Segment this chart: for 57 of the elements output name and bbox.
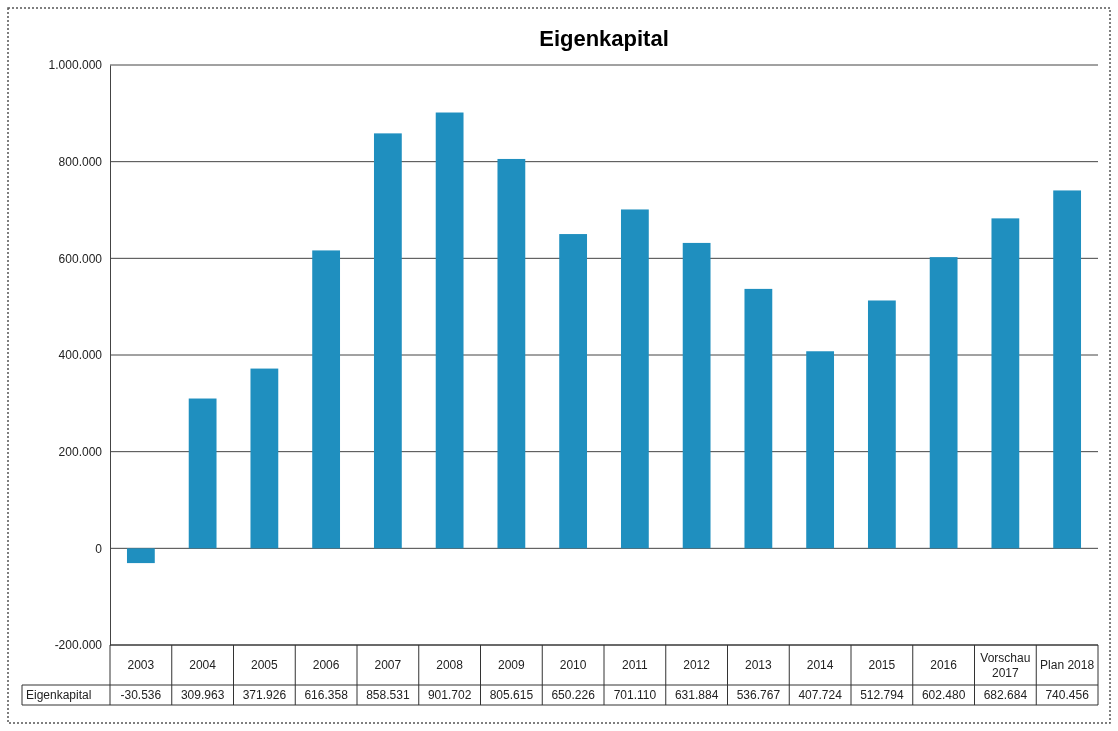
y-tick-label: 800.000	[58, 155, 103, 170]
x-tick-label: 2008	[436, 658, 464, 672]
x-tick-label: 2014	[806, 658, 834, 672]
bar	[682, 242, 711, 549]
x-tick-label: Plan 2018	[1040, 658, 1095, 672]
y-tick-label: -200.000	[54, 638, 103, 653]
data-label: 631.884	[674, 688, 719, 702]
data-label: 682.684	[983, 688, 1028, 702]
text: Eigenkapital	[26, 688, 92, 702]
bar	[806, 351, 835, 549]
bar	[929, 257, 958, 549]
bar	[373, 133, 402, 549]
data-label: 602.480	[921, 688, 966, 702]
x-tick-label: 2004	[189, 658, 217, 672]
data-label: 805.615	[489, 688, 534, 702]
x-tick-label: 2012	[683, 658, 711, 672]
data-label: 701.110	[613, 688, 657, 702]
x-tick-label: 2015	[868, 658, 896, 672]
bar	[497, 158, 526, 549]
y-tick-label: 400.000	[58, 348, 103, 363]
data-label: 512.794	[860, 688, 904, 702]
x-tick-label: 2013	[745, 658, 773, 672]
data-label: 901.702	[427, 688, 472, 702]
bar	[312, 250, 341, 549]
bar	[188, 398, 217, 549]
x-tick-label: 2003	[127, 658, 155, 672]
bar	[126, 548, 155, 564]
data-label: 740.456	[1045, 688, 1090, 702]
data-label: 407.724	[798, 688, 843, 702]
data-label: 371.926	[242, 688, 287, 702]
data-label: 858.531	[366, 688, 410, 702]
data-label: 536.767	[736, 688, 781, 702]
x-tick-label: 2005	[251, 658, 279, 672]
bar	[991, 218, 1020, 549]
data-label: 650.226	[551, 688, 596, 702]
bar	[435, 112, 464, 549]
bar	[744, 288, 773, 549]
x-tick-label: 2016	[930, 658, 958, 672]
x-tick-label: 2009	[498, 658, 526, 672]
bar	[559, 234, 588, 549]
data-label: 616.358	[304, 688, 349, 702]
bar	[867, 300, 896, 549]
x-tick-label: 2006	[312, 658, 340, 672]
x-tick-label: 2011	[621, 658, 649, 672]
x-tick-label: 2010	[559, 658, 587, 672]
bar	[620, 209, 649, 549]
y-tick-label: 1.000.000	[48, 58, 103, 73]
data-label: -30.536	[120, 688, 162, 702]
y-tick-label: 600.000	[58, 251, 103, 266]
chart-title: Eigenkapital	[539, 26, 669, 51]
bar	[250, 368, 279, 549]
x-tick-label: Vorschau 2017	[980, 650, 1031, 680]
y-tick-label: 0	[95, 541, 103, 556]
x-tick-label: 2007	[374, 658, 402, 672]
data-label: 309.963	[180, 688, 225, 702]
y-tick-label: 200.000	[58, 445, 103, 460]
bar	[1053, 190, 1082, 549]
